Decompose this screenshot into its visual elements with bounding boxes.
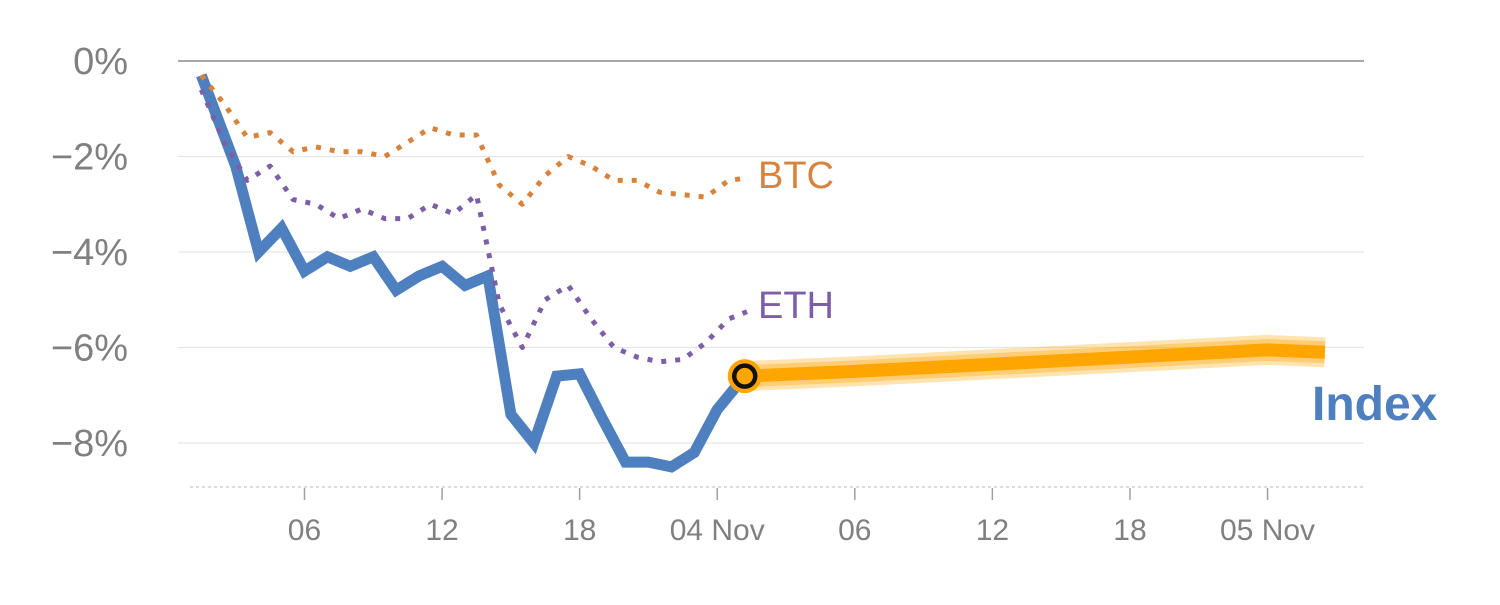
x-tick-label: 06 — [288, 514, 321, 547]
x-tick-label: 18 — [563, 514, 596, 547]
y-tick-label: −4% — [51, 232, 128, 274]
x-axis: 06 12 18 04 Nov 06 12 18 05 Nov — [190, 486, 1364, 547]
eth-series-label: ETH — [758, 285, 834, 327]
series-layer — [196, 73, 1326, 473]
x-tick-label: 06 — [838, 514, 871, 547]
x-tick-label: 18 — [1113, 514, 1146, 547]
series-labels: BTC ETH Index — [758, 155, 1438, 431]
x-tick-label: 12 — [425, 514, 458, 547]
x-tick-label: 12 — [976, 514, 1009, 547]
x-tick-label: 05 Nov — [1220, 514, 1315, 547]
index-line — [196, 73, 749, 473]
y-tick-label: −8% — [51, 423, 128, 465]
y-tick-label: 0% — [73, 41, 128, 83]
x-tick-label: 04 Nov — [670, 514, 765, 547]
y-axis: 0% −2% −4% −6% −8% — [51, 41, 128, 465]
endpoint-marker — [731, 363, 758, 389]
btc-series-label: BTC — [758, 155, 834, 197]
y-tick-label: −6% — [51, 328, 128, 370]
btc-line — [199, 73, 748, 207]
forecast-line — [744, 343, 1326, 383]
y-tick-label: −2% — [51, 137, 128, 179]
eth-line — [199, 88, 748, 365]
index-series-label: Index — [1312, 378, 1438, 431]
